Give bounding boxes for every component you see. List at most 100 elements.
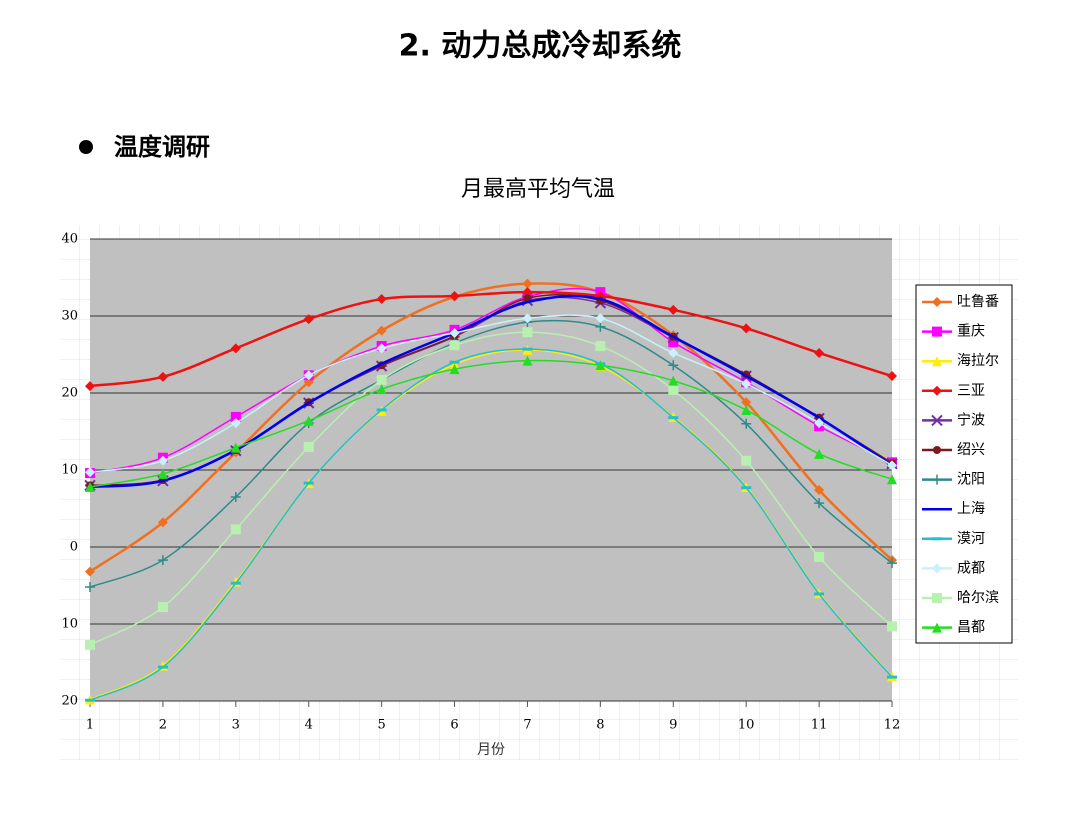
series-line [89,319,893,588]
bullet-dot [79,140,93,154]
point [157,468,168,479]
point [522,278,533,289]
point [157,602,168,613]
point [887,371,897,382]
point [668,360,679,371]
point [85,481,95,492]
point [814,552,825,563]
series-line [89,348,893,701]
point [376,343,387,354]
point [376,325,387,336]
legend-marker [932,385,942,396]
legend-label: 宁波 [957,411,985,428]
point [741,397,752,408]
x-tick-label: 8 [596,718,604,733]
legend-marker [931,414,943,427]
point [303,314,314,325]
y-tick-label: 20 [61,386,78,401]
legend-marker [932,474,942,485]
x-tick-label: 2 [159,718,167,733]
series-line [89,282,893,573]
page-title: 2. 动力总成冷却系统 [399,29,682,64]
point [887,474,897,485]
point [230,411,241,422]
point [595,321,606,332]
point [230,524,241,535]
y-tick-label: 10 [61,617,78,632]
point [741,455,752,466]
legend-marker [932,356,942,367]
y-tick-label: 40 [61,232,78,247]
point [85,381,95,392]
point [376,294,387,305]
y-tick-label: 20 [61,694,78,709]
y-tick-label: 10 [61,463,78,478]
legend-label: 成都 [957,560,985,576]
x-tick-label: 11 [811,718,828,733]
x-tick-label: 1 [86,718,94,733]
x-tick-label: 4 [305,718,313,733]
point [668,375,679,386]
legend-label: 上海 [957,501,985,517]
point [741,404,752,415]
legend-label: 绍兴 [957,442,985,458]
legend-label: 三亚 [957,383,985,399]
legend-label: 昌都 [957,620,985,636]
point [522,327,533,338]
point [668,337,679,348]
point [230,491,241,502]
point [668,304,679,315]
legend-marker [933,446,941,454]
point [522,355,533,366]
point [668,347,679,358]
point [814,448,825,459]
x-axis-label: 月份 [477,742,505,758]
point [157,455,168,466]
point [303,415,314,426]
point [376,374,387,385]
legend-marker [932,563,942,574]
x-tick-label: 9 [669,718,677,733]
x-tick-label: 3 [232,718,240,733]
point [595,360,606,371]
x-tick-label: 10 [738,718,755,733]
x-tick-label: 6 [450,718,458,733]
point [595,313,606,324]
point [595,341,606,352]
point [85,639,95,650]
x-tick-label: 12 [884,718,901,733]
point [449,364,460,375]
point [85,582,95,593]
x-tick-label: 5 [377,718,385,733]
legend-label: 重庆 [957,324,985,340]
point [887,460,897,471]
point [668,384,679,395]
point [449,340,460,351]
point [85,566,95,577]
point [157,371,168,382]
legend-marker [932,593,942,603]
legend [915,284,1013,644]
point [303,370,314,381]
legend-marker [932,326,942,337]
y-tick-label: 0 [70,540,78,555]
point [814,347,825,358]
legend-marker [932,297,942,307]
point [887,558,897,569]
legend-label: 沈阳 [957,472,985,488]
point [157,555,168,566]
point [741,323,752,334]
legend-marker [932,622,942,633]
series-line [89,290,893,388]
legend-label: 漠河 [957,531,985,547]
point [85,467,95,478]
point [887,621,897,632]
point [523,294,532,303]
series-line [89,359,893,488]
point [741,418,752,429]
point [522,313,533,324]
point [814,418,825,429]
chart-title: 月最高平均气温 [461,177,615,202]
